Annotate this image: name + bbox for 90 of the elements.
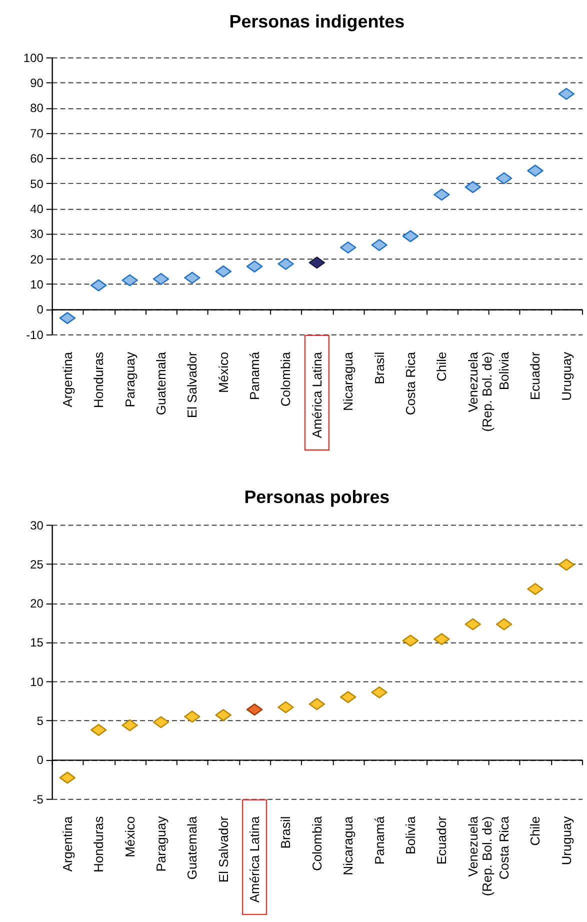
point [496,172,512,184]
point [434,633,450,646]
y-tick-label: 80 [30,101,44,116]
x-tick-label: Nicaragua [340,815,356,876]
point [308,256,326,269]
x-tick-label: Venezuela (Rep. Bol. de) [465,351,494,432]
point [402,634,419,647]
x-tick-label: Colombia [278,351,294,407]
point [371,238,388,252]
point [278,258,294,270]
y-tick-label: 10 [30,674,44,689]
point [371,686,388,698]
y-tick-label: 40 [30,202,44,216]
x-tick-label: Bolivia [496,351,512,390]
x-tick-label: Costa Rica [496,815,512,880]
y-tick-label: 50 [30,176,44,191]
point [90,279,107,292]
x-tick-label: Costa Rica [402,351,418,416]
x-tick-label: Bolivia [402,815,418,854]
y-tick-label: 60 [30,152,44,166]
x-tick-label: América Latina [247,815,262,903]
y-tick-label: 20 [30,252,44,266]
point [246,704,263,716]
point [340,241,356,254]
y-tick-label: 5 [36,714,44,728]
point [527,582,544,596]
point [152,272,170,286]
x-tick-label: Brasil [372,352,387,384]
y-tick-label: 15 [30,636,44,650]
point [59,312,76,324]
x-tick-label: Paraguay [153,816,168,872]
point [184,272,200,284]
x-tick-label: Chile [434,352,450,382]
x-tick-label: Venezuela (Rep. Bol. de) [465,815,494,896]
x-tick-label: Chile [528,816,543,846]
chart-title: Personas pobres [244,486,390,507]
x-tick-label: Uruguay [558,816,574,866]
x-tick-label: Ecuador [434,816,450,864]
x-tick-label: Guatemala [184,815,200,880]
y-tick-label: 10 [30,278,44,292]
x-tick-label: Brasil [278,816,294,849]
x-tick-label: Honduras [91,352,106,408]
x-tick-label: Panamá [372,815,387,864]
x-tick-label: Honduras [91,816,106,872]
x-tick-label: Uruguay [558,351,574,401]
y-tick-label: 90 [30,76,44,90]
point [464,618,481,630]
y-tick-label: 25 [30,557,44,572]
point [215,265,232,278]
point [122,274,138,286]
x-tick-label: Colombia [309,815,324,871]
point [340,691,356,704]
x-tick-label: Nicaragua [340,351,356,411]
point [184,710,200,723]
y-tick-label: 0 [36,302,44,317]
x-tick-label: El Salvador [184,351,200,418]
point [122,719,138,732]
point [434,188,450,201]
point [558,88,575,100]
y-tick-label: -10 [26,328,44,342]
point [215,709,232,722]
x-tick-label: Guatemala [153,351,168,416]
point [402,230,419,242]
point [278,701,294,714]
x-tick-label: Paraguay [122,351,138,408]
x-tick-label: Ecuador [528,351,543,400]
point [496,618,512,630]
y-tick-label: 30 [30,518,44,532]
x-tick-label: México [122,816,138,858]
y-tick-label: 100 [23,50,44,65]
y-tick-label: 20 [30,596,44,611]
y-tick-label: 0 [36,753,44,768]
chart-title: Personas indigentes [229,11,405,32]
y-tick-label: 70 [30,126,44,140]
x-tick-label: El Salvador [216,816,231,882]
y-tick-label: -5 [32,792,44,806]
x-tick-label: Panamá [247,351,262,400]
x-tick-label: Argentina [60,351,75,408]
point [464,181,481,194]
point [59,772,76,784]
point [308,698,326,710]
point [246,260,263,272]
x-tick-label: México [216,352,231,393]
point [152,716,170,728]
point [527,164,544,177]
point [558,558,575,571]
x-tick-label: América Latina [309,351,324,438]
x-tick-label: Argentina [60,815,75,872]
y-tick-label: 30 [30,227,44,242]
point [90,724,107,736]
